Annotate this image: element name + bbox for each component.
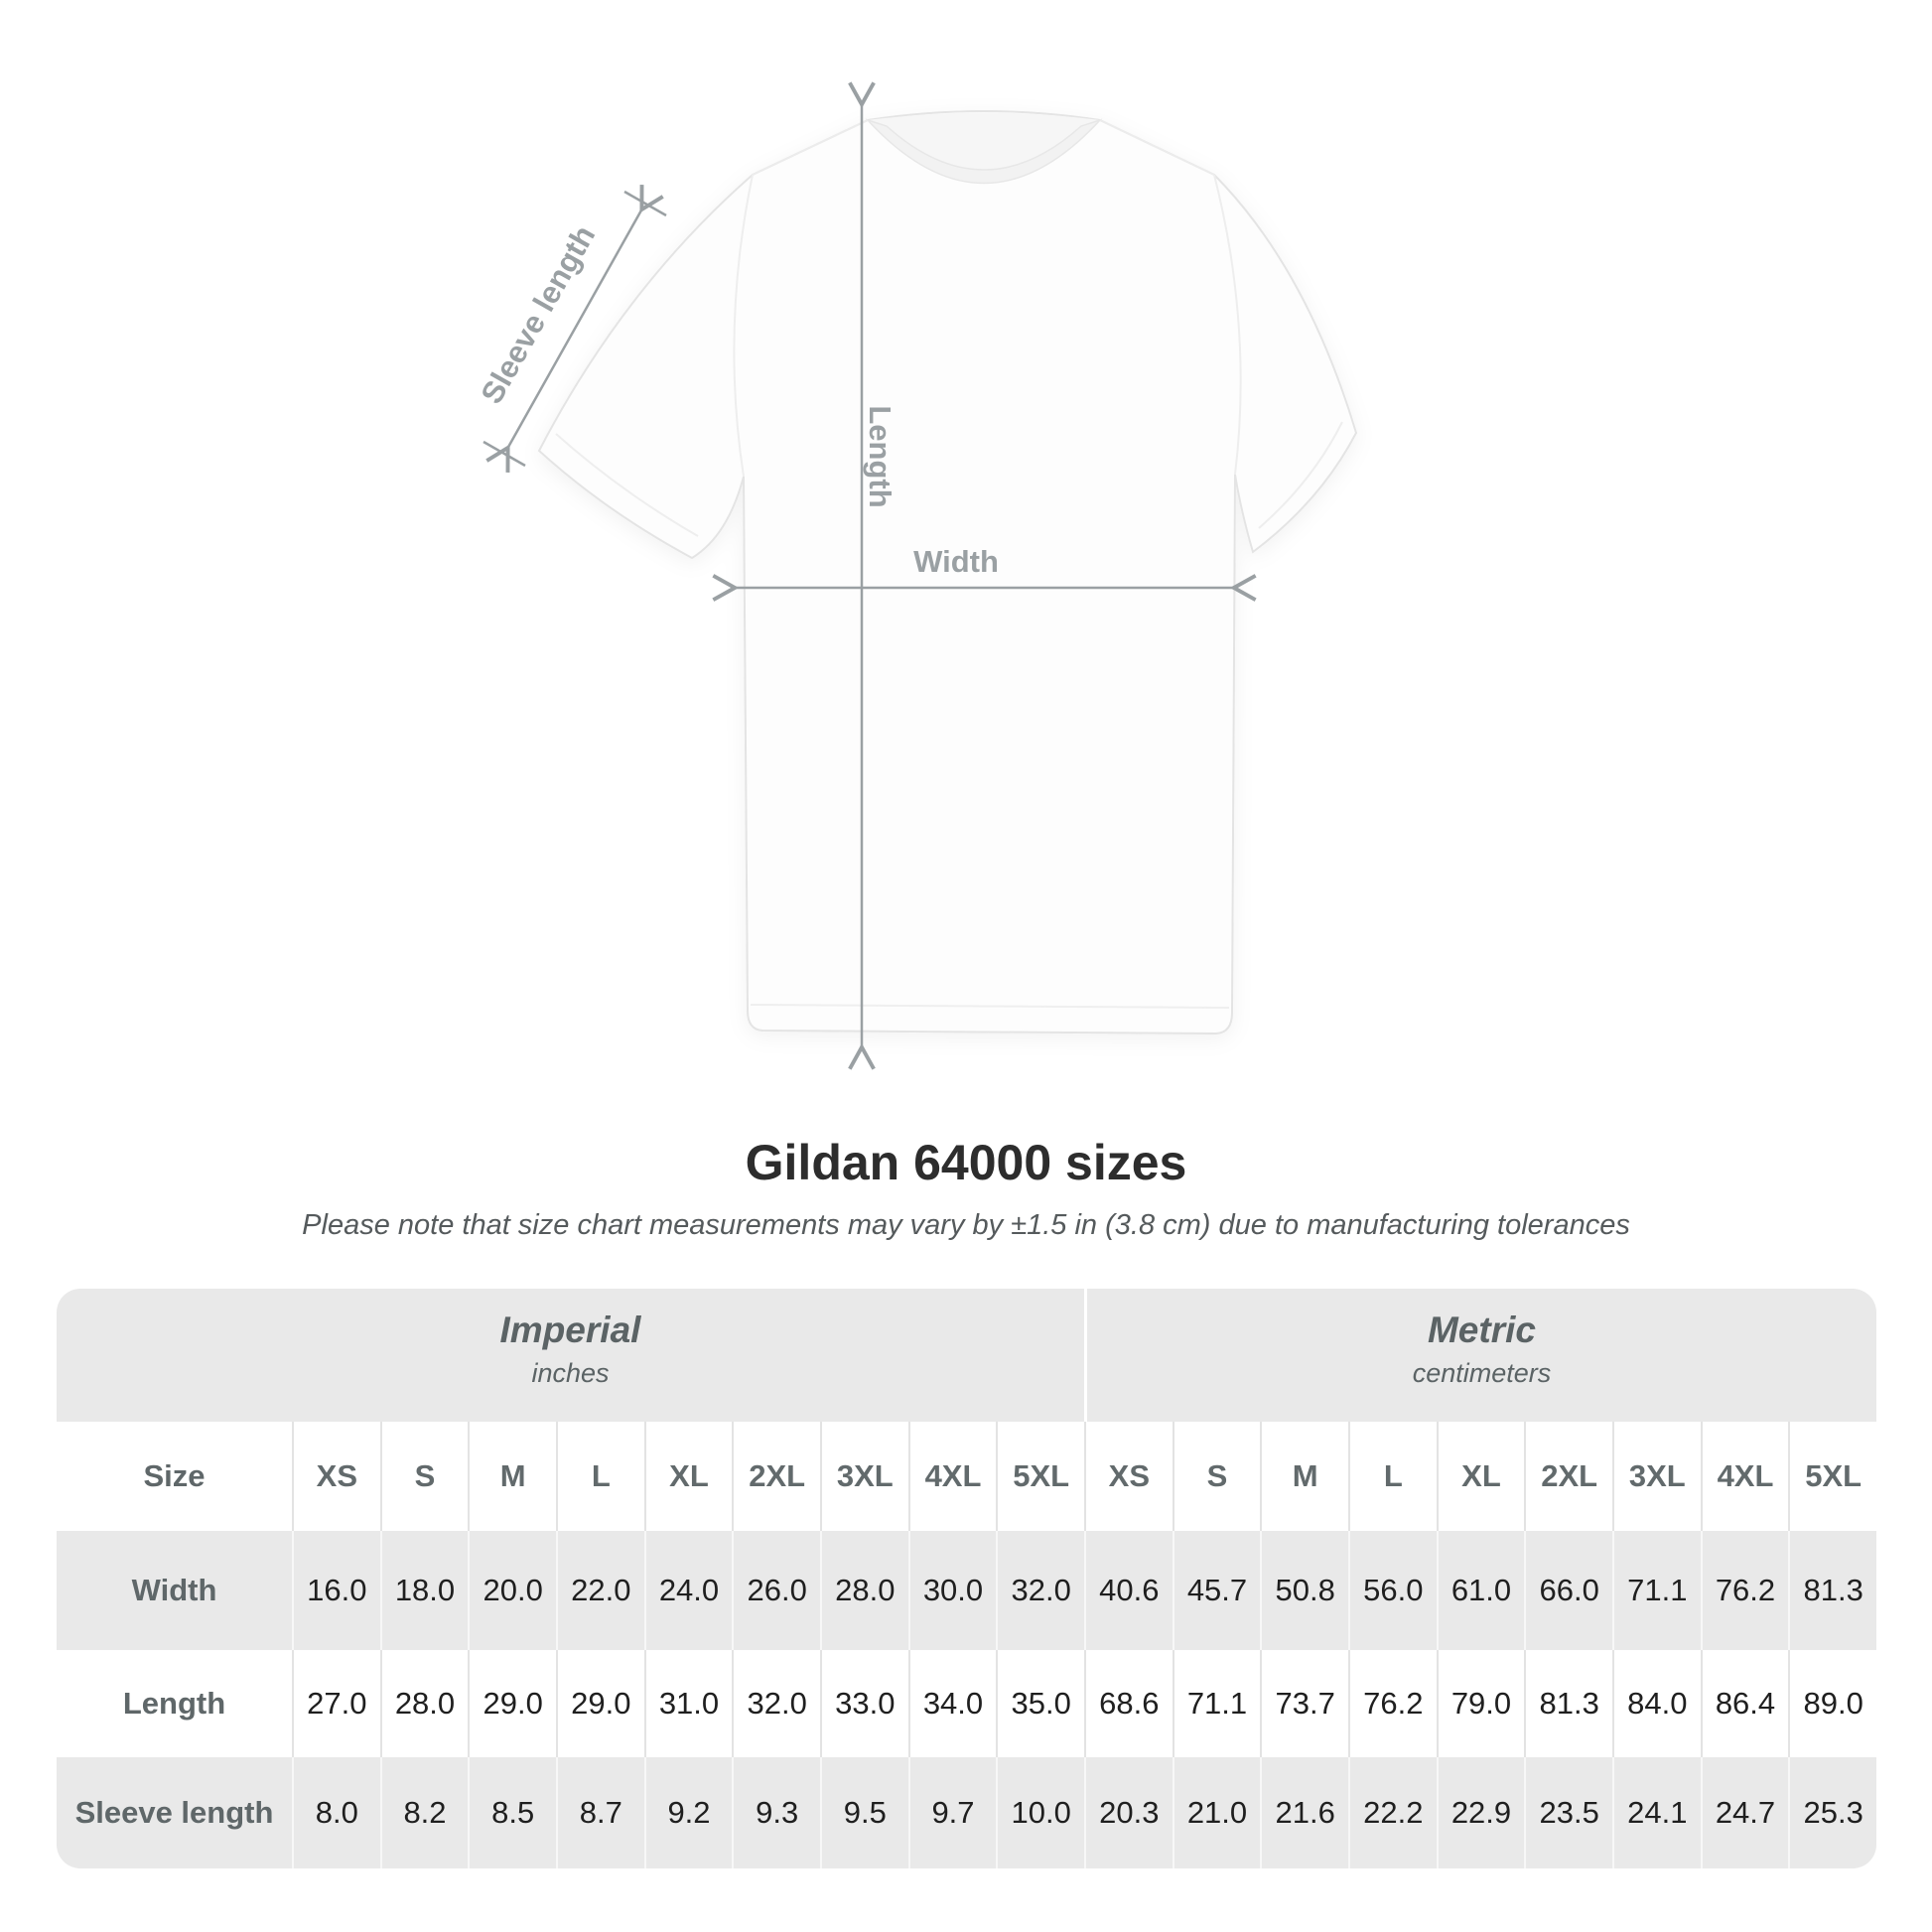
value-cell: 29.0: [555, 1650, 644, 1757]
value-cell: 61.0: [1436, 1531, 1525, 1650]
value-cell: 32.0: [732, 1650, 820, 1757]
value-cell: 10.0: [996, 1757, 1084, 1868]
value-cell: 20.0: [468, 1531, 556, 1650]
value-cell: 28.0: [819, 1531, 908, 1650]
sleeve-dimension-tick-top: [623, 190, 667, 217]
row-label-sleeve-length: Sleeve length: [57, 1757, 292, 1868]
value-cell: 29.0: [468, 1650, 556, 1757]
value-cell: 25.3: [1788, 1757, 1876, 1868]
value-cell: 50.8: [1260, 1531, 1348, 1650]
page-title: Gildan 64000 sizes: [745, 1135, 1187, 1190]
unit-title-imperial: Imperial: [499, 1310, 641, 1350]
value-cell: 9.7: [907, 1757, 997, 1868]
size-col-header: XL: [643, 1422, 733, 1531]
size-col-header: 2XL: [732, 1422, 820, 1531]
page-subtitle: Please note that size chart measurements…: [302, 1209, 1630, 1241]
value-cell: 23.5: [1524, 1757, 1612, 1868]
unit-title-metric: Metric: [1427, 1310, 1536, 1350]
value-cell: 81.3: [1524, 1650, 1612, 1757]
value-cell: 22.9: [1436, 1757, 1525, 1868]
value-cell: 27.0: [292, 1650, 380, 1757]
value-cell: 89.0: [1788, 1650, 1876, 1757]
value-cell: 32.0: [996, 1531, 1084, 1650]
value-cell: 31.0: [643, 1650, 733, 1757]
size-col-header: XS: [292, 1422, 380, 1531]
value-cell: 40.6: [1083, 1531, 1173, 1650]
size-col-header: 4XL: [1700, 1422, 1789, 1531]
value-cell: 28.0: [379, 1650, 469, 1757]
size-header-label: Size: [57, 1422, 292, 1531]
unit-header-metric: Metric centimeters: [1083, 1289, 1876, 1422]
size-col-header: 5XL: [996, 1422, 1084, 1531]
value-cell: 16.0: [292, 1531, 380, 1650]
value-cell: 8.2: [379, 1757, 469, 1868]
size-col-header: 5XL: [1788, 1422, 1876, 1531]
value-cell: 56.0: [1347, 1531, 1437, 1650]
size-col-header: S: [1172, 1422, 1261, 1531]
value-cell: 71.1: [1611, 1531, 1701, 1650]
sleeve-dimension-tick-bottom: [483, 440, 526, 468]
size-col-header: XL: [1436, 1422, 1525, 1531]
value-cell: 8.5: [468, 1757, 556, 1868]
value-cell: 34.0: [907, 1650, 997, 1757]
size-col-header: XS: [1083, 1422, 1173, 1531]
row-label-length: Length: [57, 1650, 292, 1757]
sleeve-dimension-line: [485, 185, 664, 473]
size-col-header: 4XL: [907, 1422, 997, 1531]
value-cell: 33.0: [819, 1650, 908, 1757]
sleeve-dimension: [483, 185, 667, 473]
value-cell: 8.7: [555, 1757, 644, 1868]
value-cell: 26.0: [732, 1531, 820, 1650]
value-cell: 45.7: [1172, 1531, 1261, 1650]
value-cell: 73.7: [1260, 1650, 1348, 1757]
unit-sub-imperial: inches: [531, 1358, 610, 1388]
value-cell: 8.0: [292, 1757, 380, 1868]
row-label-width: Width: [57, 1531, 292, 1650]
size-col-header: 3XL: [819, 1422, 908, 1531]
size-table: Imperial inches Metric centimeters Size …: [57, 1289, 1876, 1868]
size-col-header: 3XL: [1611, 1422, 1701, 1531]
value-cell: 24.0: [643, 1531, 733, 1650]
tshirt-graphic: [537, 110, 1358, 1035]
value-cell: 21.6: [1260, 1757, 1348, 1868]
value-cell: 71.1: [1172, 1650, 1261, 1757]
width-label: Width: [913, 544, 999, 579]
size-col-header: 2XL: [1524, 1422, 1612, 1531]
value-cell: 22.0: [555, 1531, 644, 1650]
value-cell: 24.7: [1700, 1757, 1789, 1868]
value-cell: 84.0: [1611, 1650, 1701, 1757]
value-cell: 66.0: [1524, 1531, 1612, 1650]
value-cell: 9.5: [819, 1757, 908, 1868]
value-cell: 18.0: [379, 1531, 469, 1650]
size-col-header: M: [1260, 1422, 1348, 1531]
tshirt-measurement-figure: Length Width Sleeve length: [474, 81, 1358, 1070]
value-cell: 68.6: [1083, 1650, 1173, 1757]
value-cell: 24.1: [1611, 1757, 1701, 1868]
size-col-header: L: [555, 1422, 644, 1531]
value-cell: 22.2: [1347, 1757, 1437, 1868]
value-cell: 21.0: [1172, 1757, 1261, 1868]
value-cell: 9.3: [732, 1757, 820, 1868]
size-col-header: S: [379, 1422, 469, 1531]
value-cell: 79.0: [1436, 1650, 1525, 1757]
value-cell: 20.3: [1083, 1757, 1173, 1868]
unit-sub-metric: centimeters: [1412, 1358, 1552, 1388]
value-cell: 30.0: [907, 1531, 997, 1650]
value-cell: 81.3: [1788, 1531, 1876, 1650]
value-cell: 76.2: [1700, 1531, 1789, 1650]
value-cell: 35.0: [996, 1650, 1084, 1757]
value-cell: 86.4: [1700, 1650, 1789, 1757]
value-cell: 76.2: [1347, 1650, 1437, 1757]
value-cell: 9.2: [643, 1757, 733, 1868]
size-col-header: M: [468, 1422, 556, 1531]
length-label: Length: [863, 405, 897, 507]
size-col-header: L: [1347, 1422, 1437, 1531]
unit-header-imperial: Imperial inches: [57, 1289, 1084, 1422]
